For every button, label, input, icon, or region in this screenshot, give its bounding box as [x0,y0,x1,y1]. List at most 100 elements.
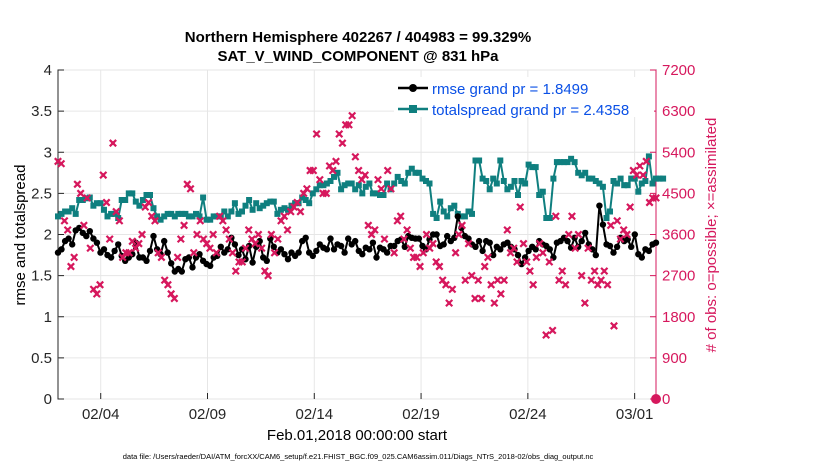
obs-x-center [444,282,448,287]
obs-x-center [337,132,342,136]
y-left-tick-label: 1.5 [31,268,52,285]
obs-assimilated-marker [312,129,321,138]
obs-assimilated-marker [577,271,586,280]
rmse-point [525,247,532,255]
obs-assimilated-marker [606,221,615,230]
obs-x-center [618,237,623,241]
obs-x-center [644,159,649,164]
obs-x-center [59,161,64,166]
y-left-tick-label: 3.5 [31,103,52,120]
obs-x-center [576,232,581,237]
obs-assimilated-marker [309,166,318,175]
obs-x-center [492,301,497,305]
y-right-tick-label: 5400 [662,144,695,161]
spread-point [419,175,426,182]
rmse-point [546,246,553,253]
rmse-point [295,249,302,256]
spread-point [476,157,483,164]
obs-assimilated-marker [616,235,625,244]
spread-point [529,164,536,171]
rmse-point [564,237,571,245]
obs-assimilated-marker [538,248,547,257]
obs-x-center [553,214,558,219]
spread-point [207,216,214,223]
spread-point [433,215,440,221]
obs-assimilated-marker [403,225,412,234]
obs-assimilated-marker [509,244,518,253]
spread-point [391,180,398,187]
spread-point [348,180,355,187]
spread-point [628,175,635,182]
spread-point [377,192,383,198]
obs-assimilated-marker [496,289,505,298]
obs-x-center [166,282,170,287]
obs-assimilated-marker [196,216,205,225]
spread-point [511,178,518,184]
y-right-tick-label: 0 [662,391,670,408]
obs-assimilated-marker [351,152,360,161]
rmse-point [631,231,638,238]
x-tick-label: 02/09 [189,406,227,423]
spread-point [394,173,401,180]
spread-point [451,202,458,209]
spread-point [645,153,652,160]
spread-point [366,180,373,187]
spread-point [585,175,592,182]
spread-point [469,210,475,217]
spread-point [362,183,369,190]
legend-rmse-label: rmse grand pr = 1.8499 [432,81,588,98]
spread-point [578,172,585,179]
obs-assimilated-marker [555,276,564,285]
obs-assimilated-marker [642,157,651,166]
obs-assimilated-marker [228,248,237,257]
obs-assimilated-marker [257,244,266,253]
x-tick-label: 03/01 [616,406,654,423]
obs-assimilated-marker [332,157,340,166]
spread-point [55,213,61,220]
obs-x-center [285,228,290,232]
obs-assimilated-marker [364,221,373,230]
spread-point [263,200,270,207]
rmse-point [93,239,101,246]
spread-point [136,202,143,209]
obs-assimilated-marker [406,244,415,253]
spread-point [423,178,429,184]
obs-assimilated-marker [519,239,528,248]
obs-assimilated-marker [477,294,486,303]
rmse-point [465,235,472,242]
obs-assimilated-marker [567,212,576,221]
y-right-tick-label: 4500 [662,185,695,202]
spread-point [316,182,323,189]
rmse-point [309,252,316,260]
obs-assimilated-marker [542,331,551,340]
rmse-point [401,243,408,250]
spread-point [115,215,122,221]
obs-assimilated-marker [157,253,166,262]
rmse-point [115,241,122,248]
obs-x-center [295,200,300,205]
obs-x-center [583,301,587,305]
obs-assimilated-marker [180,221,189,230]
rmse-point [518,260,525,268]
obs-x-center [240,260,245,264]
spread-point [617,175,624,182]
obs-assimilated-marker [150,216,159,225]
obs-x-center [101,173,106,177]
rmse-point [256,237,263,245]
spread-point [267,198,274,205]
rmse-point [359,251,366,258]
obs-x-center [418,264,422,269]
obs-x-center [347,123,351,127]
obs-assimilated-marker [532,253,541,262]
obs-assimilated-marker [57,159,66,168]
obs-assimilated-marker [231,267,240,276]
obs-x-center [528,269,532,273]
obs-assimilated-marker [112,207,121,216]
obs-x-center [69,264,73,269]
obs-x-center [537,241,542,246]
spread-point [97,200,104,207]
spread-point [178,210,185,217]
obs-x-center [366,223,371,228]
obs-assimilated-marker [186,184,195,193]
y-right-tick-label: 1800 [662,309,695,326]
